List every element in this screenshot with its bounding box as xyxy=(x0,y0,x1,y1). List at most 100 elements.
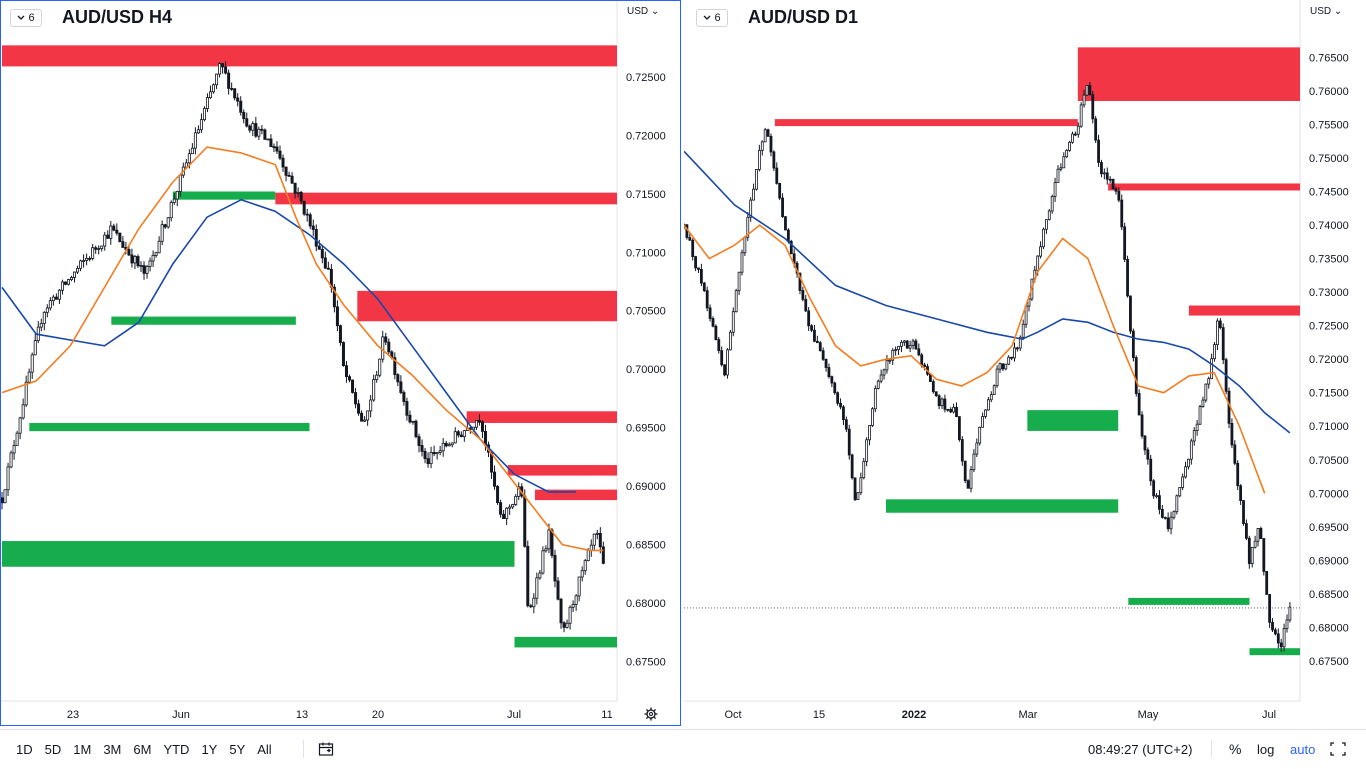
d1-supply-zone-1[interactable] xyxy=(774,119,1078,127)
candle-body xyxy=(784,216,787,231)
candle-body xyxy=(169,202,173,219)
h4-demand-zone-7[interactable] xyxy=(111,316,296,325)
candle-body xyxy=(1088,85,1092,96)
fullscreen-icon[interactable] xyxy=(1330,742,1346,756)
candle-body xyxy=(142,265,146,274)
candle-body xyxy=(1253,540,1257,548)
candle-body xyxy=(375,374,379,381)
candle-body xyxy=(1097,139,1100,163)
candle-body xyxy=(363,419,367,422)
d1-y-tick-label: 0.71000 xyxy=(1309,421,1349,433)
candle-body xyxy=(88,257,92,260)
d1-supply-zone-3[interactable] xyxy=(1188,305,1300,316)
candle-body xyxy=(499,502,503,515)
log-scale-toggle[interactable]: log xyxy=(1257,742,1275,757)
candle-body xyxy=(688,237,692,241)
candle-body xyxy=(326,267,330,270)
candle-body xyxy=(1047,210,1051,221)
candle-body xyxy=(302,200,306,215)
candle-body xyxy=(1216,320,1219,346)
h4-demand-zone-6[interactable] xyxy=(172,191,276,200)
d1-demand-zone-4[interactable] xyxy=(1027,410,1119,431)
candle-body xyxy=(287,174,291,177)
candle-body xyxy=(934,391,938,397)
candle-body xyxy=(865,439,869,462)
candle-body xyxy=(212,84,216,93)
goto-date-icon[interactable] xyxy=(318,741,334,757)
d1-interval-button[interactable]: 6 xyxy=(696,8,728,27)
candle-body xyxy=(714,325,718,340)
candle-body xyxy=(1117,190,1121,201)
d1-chart-canvas[interactable]: 0.76500 0.76000 0.75500 0.75000 0.74500 0.740… xyxy=(684,0,1366,728)
h4-supply-zone-5[interactable] xyxy=(535,489,617,501)
clock-timezone[interactable]: 08:49:27 (UTC+2) xyxy=(1088,742,1193,757)
candle-body xyxy=(338,325,342,343)
h4-supply-zone-0[interactable] xyxy=(2,45,617,67)
range-1y[interactable]: 1Y xyxy=(201,742,218,757)
candle-body xyxy=(900,341,903,347)
candle-body xyxy=(842,406,845,421)
h4-supply-zone-3[interactable] xyxy=(466,411,617,423)
candle-body xyxy=(821,350,825,360)
d1-demand-zone-7[interactable] xyxy=(1249,648,1300,656)
percent-scale-toggle[interactable]: % xyxy=(1229,741,1242,757)
d1-currency-selector[interactable]: USD ⌄ xyxy=(1310,6,1343,17)
range-all[interactable]: All xyxy=(257,742,272,757)
h4-currency-selector[interactable]: USD ⌄ xyxy=(627,6,660,17)
chart-pane-d1[interactable]: 0.76500 0.76000 0.75500 0.75000 0.74500 0.740… xyxy=(684,0,1366,728)
d1-demand-zone-6[interactable] xyxy=(1128,597,1250,605)
h4-supply-zone-4[interactable] xyxy=(507,465,617,476)
auto-scale-toggle[interactable]: auto xyxy=(1290,742,1316,757)
candle-body xyxy=(755,169,758,190)
d1-interval-label: 6 xyxy=(714,11,721,24)
candle-body xyxy=(1137,393,1141,416)
candle-body xyxy=(1079,104,1083,127)
candle-body xyxy=(1039,246,1042,257)
candle-body xyxy=(580,570,584,578)
candle-body xyxy=(740,252,744,273)
h4-supply-zone-1[interactable] xyxy=(275,192,617,205)
candle-body xyxy=(859,477,863,494)
range-6m[interactable]: 6M xyxy=(133,742,152,757)
candle-body xyxy=(1004,363,1008,370)
gear-icon[interactable] xyxy=(644,707,658,721)
candle-body xyxy=(958,416,961,440)
d1-slow-moving-average xyxy=(684,150,1291,434)
range-ytd[interactable]: YTD xyxy=(163,742,190,757)
candle-body xyxy=(1274,629,1277,635)
d1-demand-zone-5[interactable] xyxy=(885,499,1119,513)
h4-demand-zone-8[interactable] xyxy=(29,422,310,432)
candle-body xyxy=(477,420,481,423)
h4-demand-zone-10[interactable] xyxy=(514,636,618,648)
candle-body xyxy=(562,622,566,628)
range-3m[interactable]: 3M xyxy=(103,742,122,757)
candle-body xyxy=(726,349,729,376)
h4-interval-button[interactable]: 6 xyxy=(10,8,42,27)
candle-body xyxy=(100,245,104,249)
candle-body xyxy=(139,265,143,267)
candle-body xyxy=(275,146,279,152)
candle-body xyxy=(1285,619,1289,629)
candle-body xyxy=(57,289,61,300)
candle-body xyxy=(1207,378,1211,385)
candle-body xyxy=(493,471,497,487)
h4-supply-zone-2[interactable] xyxy=(357,290,617,322)
candle-body xyxy=(1021,323,1025,338)
candle-body xyxy=(15,432,19,446)
d1-candles xyxy=(684,82,1292,652)
range-5d[interactable]: 5D xyxy=(44,742,62,757)
candle-body xyxy=(432,452,436,455)
candle-body xyxy=(786,229,790,242)
candle-body xyxy=(1108,178,1112,181)
range-5y[interactable]: 5Y xyxy=(229,742,246,757)
h4-demand-zone-9[interactable] xyxy=(2,541,515,567)
d1-supply-zone-0[interactable] xyxy=(1077,47,1300,101)
range-1m[interactable]: 1M xyxy=(73,742,92,757)
candle-body xyxy=(752,188,755,201)
d1-supply-zone-2[interactable] xyxy=(1108,183,1300,191)
candle-body xyxy=(414,420,418,438)
range-1d[interactable]: 1D xyxy=(16,742,33,757)
h4-chart-canvas[interactable]: 0.72500 0.72000 0.71500 0.71000 0.70500 0.700… xyxy=(0,0,683,728)
h4-x-tick-label: 20 xyxy=(372,709,384,721)
chart-pane-h4[interactable]: 0.72500 0.72000 0.71500 0.71000 0.70500 0.700… xyxy=(0,0,683,728)
